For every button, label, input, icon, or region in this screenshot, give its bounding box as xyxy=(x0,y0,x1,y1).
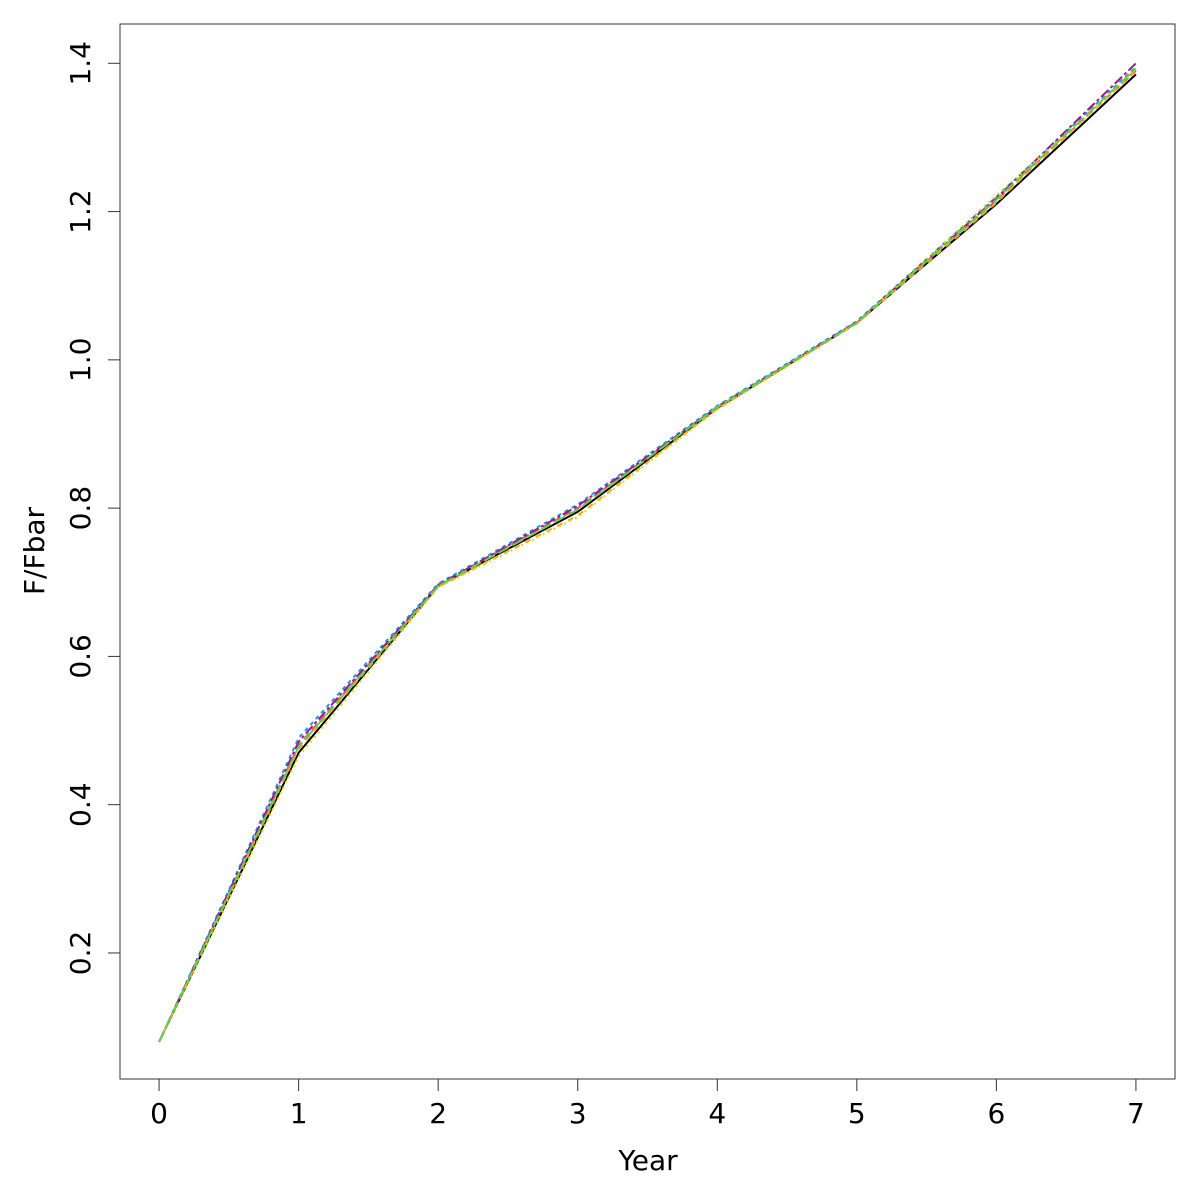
x-tick-label: 6 xyxy=(987,1097,1005,1130)
y-axis-title: F/Fbar xyxy=(18,506,51,595)
x-tick-label: 2 xyxy=(429,1097,447,1130)
data-line xyxy=(158,73,1137,1043)
x-tick-label: 5 xyxy=(848,1097,866,1130)
data-line xyxy=(158,62,1137,1043)
data-line xyxy=(158,68,1137,1043)
x-tick-label: 7 xyxy=(1127,1097,1145,1130)
y-tick-label: 0.2 xyxy=(64,931,97,976)
y-tick-label: 1.2 xyxy=(64,189,97,234)
y-tick-label: 0.4 xyxy=(64,782,97,827)
y-tick-label: 0.8 xyxy=(64,486,97,531)
data-line xyxy=(158,66,1137,1043)
x-tick-label: 1 xyxy=(290,1097,308,1130)
x-axis-title: Year xyxy=(617,1144,678,1177)
x-tick-label: 4 xyxy=(708,1097,726,1130)
plot-frame xyxy=(119,23,1176,1080)
data-line xyxy=(158,69,1137,1043)
y-tick-label: 0.6 xyxy=(64,634,97,679)
x-tick-label: 0 xyxy=(150,1097,168,1130)
x-tick-label: 3 xyxy=(569,1097,587,1130)
data-line xyxy=(158,67,1137,1043)
data-line xyxy=(158,71,1137,1043)
y-tick-label: 1.0 xyxy=(64,338,97,383)
y-tick-label: 1.4 xyxy=(64,41,97,86)
